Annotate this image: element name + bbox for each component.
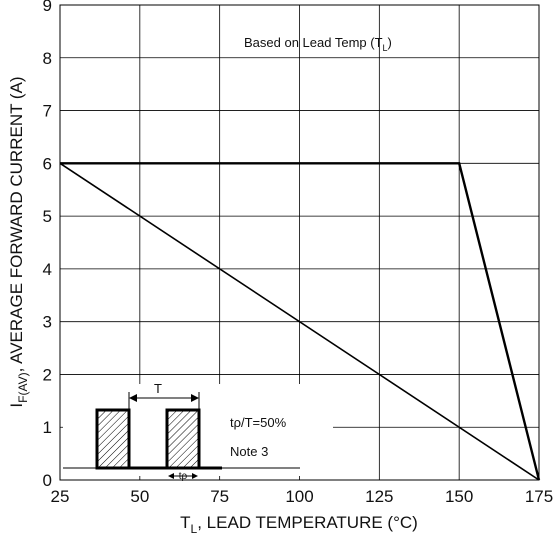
lead-temp-annotation: Based on Lead Temp (TL): [244, 35, 392, 53]
x-axis-title-subscript: L: [191, 522, 198, 536]
y-tick-label: 2: [43, 365, 52, 384]
y-axis-title: IF(AV), AVERAGE FORWARD CURRENT (A): [7, 76, 30, 407]
y-tick-label: 6: [43, 154, 52, 173]
series-layer: [59, 162, 541, 481]
pulse-width-arrowhead-right: [192, 473, 198, 479]
plot-frame: [59, 4, 540, 481]
period-arrowhead-left: [129, 394, 137, 402]
x-tick-label: 50: [130, 487, 149, 506]
x-tick-label: 175: [525, 487, 553, 506]
pulse-2: [165, 408, 201, 470]
y-tick-labels: 0 1 2 3 4 5 6 7 8 9: [43, 0, 52, 490]
y-tick-label: 3: [43, 313, 52, 332]
period-arrowhead-right: [191, 394, 199, 402]
pulse-width-arrowhead-left: [168, 473, 174, 479]
annotation-suffix: ): [388, 35, 392, 50]
x-tick-label: 75: [210, 487, 229, 506]
y-tick-label: 9: [43, 0, 52, 15]
period-label: T: [154, 381, 162, 396]
x-axis-title: TL, LEAD TEMPERATURE (°C): [180, 513, 418, 536]
note-label: Note 3: [230, 444, 268, 459]
y-axis-title-subscript: F(AV): [16, 372, 30, 402]
x-tick-label: 100: [285, 487, 313, 506]
x-tick-label: 25: [51, 487, 70, 506]
y-tick-label: 0: [43, 471, 52, 490]
y-tick-label: 4: [43, 260, 52, 279]
x-axis-title-main: T: [180, 513, 190, 532]
x-tick-label: 150: [445, 487, 473, 506]
annotation-subscript: L: [383, 43, 388, 53]
y-tick-label: 1: [43, 418, 52, 437]
x-axis-title-rest: , LEAD TEMPERATURE (°C): [197, 513, 418, 532]
series-line-2: [59, 162, 540, 481]
y-axis-title-main: I: [7, 403, 26, 408]
y-tick-label: 5: [43, 207, 52, 226]
annotation-prefix: Based on Lead Temp (T: [244, 35, 383, 50]
x-tick-labels: 25 50 75 100 125 150 175: [51, 487, 554, 506]
x-tick-label: 125: [365, 487, 393, 506]
pulse-width-label: tρ: [179, 471, 188, 482]
pulse-waveform-inset: T tρ tρ/T=50% Note 3: [63, 381, 333, 482]
duty-cycle-label: tρ/T=50%: [230, 415, 287, 430]
y-tick-label: 7: [43, 102, 52, 121]
series-line-1: [60, 162, 541, 481]
y-axis-title-rest: , AVERAGE FORWARD CURRENT (A): [7, 76, 26, 372]
pulse-1: [95, 408, 131, 470]
y-tick-label: 8: [43, 49, 52, 68]
